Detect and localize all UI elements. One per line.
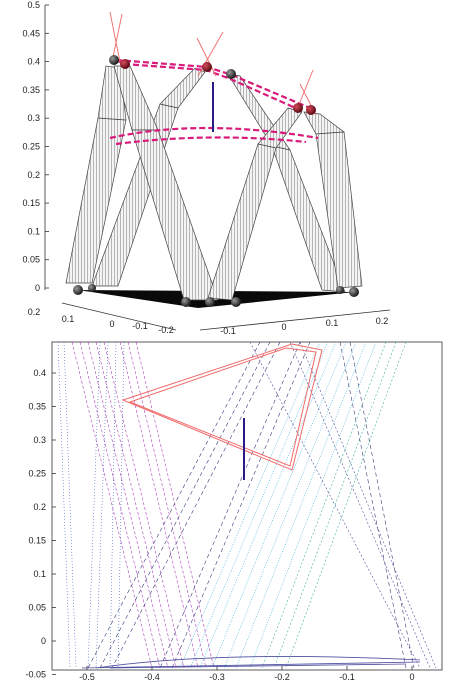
tick-label: 0.4	[33, 368, 46, 378]
tick-label: -0.2	[274, 672, 290, 682]
tick-label: 0.25	[22, 142, 40, 152]
joint	[231, 297, 241, 307]
tick-label: -0.3	[209, 672, 225, 682]
strut	[303, 111, 363, 289]
top-depth-axis-left: 0.2 0.1 0 -0.1 -0.2	[28, 302, 177, 335]
bottom-plot-frame	[51, 341, 443, 671]
joint	[88, 284, 96, 292]
tick-label: -0.2	[158, 325, 174, 335]
tick-label: 0.35	[22, 85, 40, 95]
tick-label: 0.25	[28, 469, 46, 479]
tick-label: 0.1	[62, 314, 75, 324]
tick-label: 0.3	[33, 435, 46, 445]
tick-label: 0.5	[27, 0, 40, 10]
platform-projection	[121, 343, 323, 471]
tick-label: 0	[109, 319, 114, 329]
joint	[336, 286, 344, 294]
bottom-panel-2d-projection: 0.40.350.30.250.20.150.10.050-0.05 -0.5-…	[25, 341, 443, 682]
platform-outline	[109, 58, 319, 146]
top-y-axis: 0.5 0.45 0.4 0.35 0.3 0.25 0.2 0.15 0.1 0.05 0	[22, 0, 49, 293]
bottom-y-axis: 0.4 0.35 0.3 0.25 0.2 0.15 0.1 0.05 0 -0.05	[25, 368, 56, 680]
strut	[207, 107, 303, 301]
tick-label: 0.35	[28, 402, 46, 412]
joint	[293, 103, 303, 113]
top-panel-3d-view: 0.5 0.45 0.4 0.35 0.3 0.25 0.2 0.15 0.1 0.05 0 0.2…	[22, 0, 391, 336]
joint	[120, 59, 130, 69]
base-lines	[81, 656, 421, 669]
joint	[73, 285, 83, 295]
tick-label: 0	[409, 672, 414, 682]
tick-label: 0	[35, 283, 40, 293]
joint-group	[73, 55, 359, 307]
tick-label: -0.1	[220, 326, 236, 336]
joint	[306, 105, 316, 115]
tick-label: -0.5	[79, 672, 95, 682]
sight-lines	[109, 11, 317, 116]
tick-label: 0.2	[376, 316, 389, 326]
tick-label: 0.15	[28, 536, 46, 546]
joint	[202, 62, 212, 72]
tick-label: 0.2	[33, 502, 46, 512]
tick-label: 0.45	[22, 28, 40, 38]
joint	[349, 287, 359, 297]
tick-label: 0	[41, 636, 46, 646]
tick-label: -0.05	[25, 670, 46, 680]
tick-label: 0.2	[28, 307, 41, 317]
tick-label: 0.05	[22, 255, 40, 265]
leg-lines	[57, 341, 437, 669]
tick-label: 0.1	[33, 569, 46, 579]
tick-label: 0	[281, 322, 286, 332]
tick-label: 0.4	[27, 57, 40, 67]
tick-label: -0.1	[339, 672, 355, 682]
joint	[226, 69, 236, 79]
strut	[113, 65, 219, 301]
joint	[109, 55, 119, 65]
tick-label: 0.1	[27, 226, 40, 236]
tick-label: 0.05	[28, 603, 46, 613]
tick-label: 0.1	[326, 318, 339, 328]
bottom-x-axis: -0.5 -0.4 -0.3 -0.2 -0.1 0	[79, 666, 415, 682]
tick-label: 0.15	[22, 198, 40, 208]
joint	[205, 297, 215, 307]
tick-label: -0.4	[144, 672, 160, 682]
joint	[181, 297, 191, 307]
strut-group	[65, 65, 363, 301]
tick-label: 0.2	[27, 170, 40, 180]
tick-label: -0.1	[132, 321, 148, 331]
top-depth-axis-right: -0.1 0 0.1 0.2	[199, 309, 391, 336]
tick-label: 0.3	[27, 113, 40, 123]
